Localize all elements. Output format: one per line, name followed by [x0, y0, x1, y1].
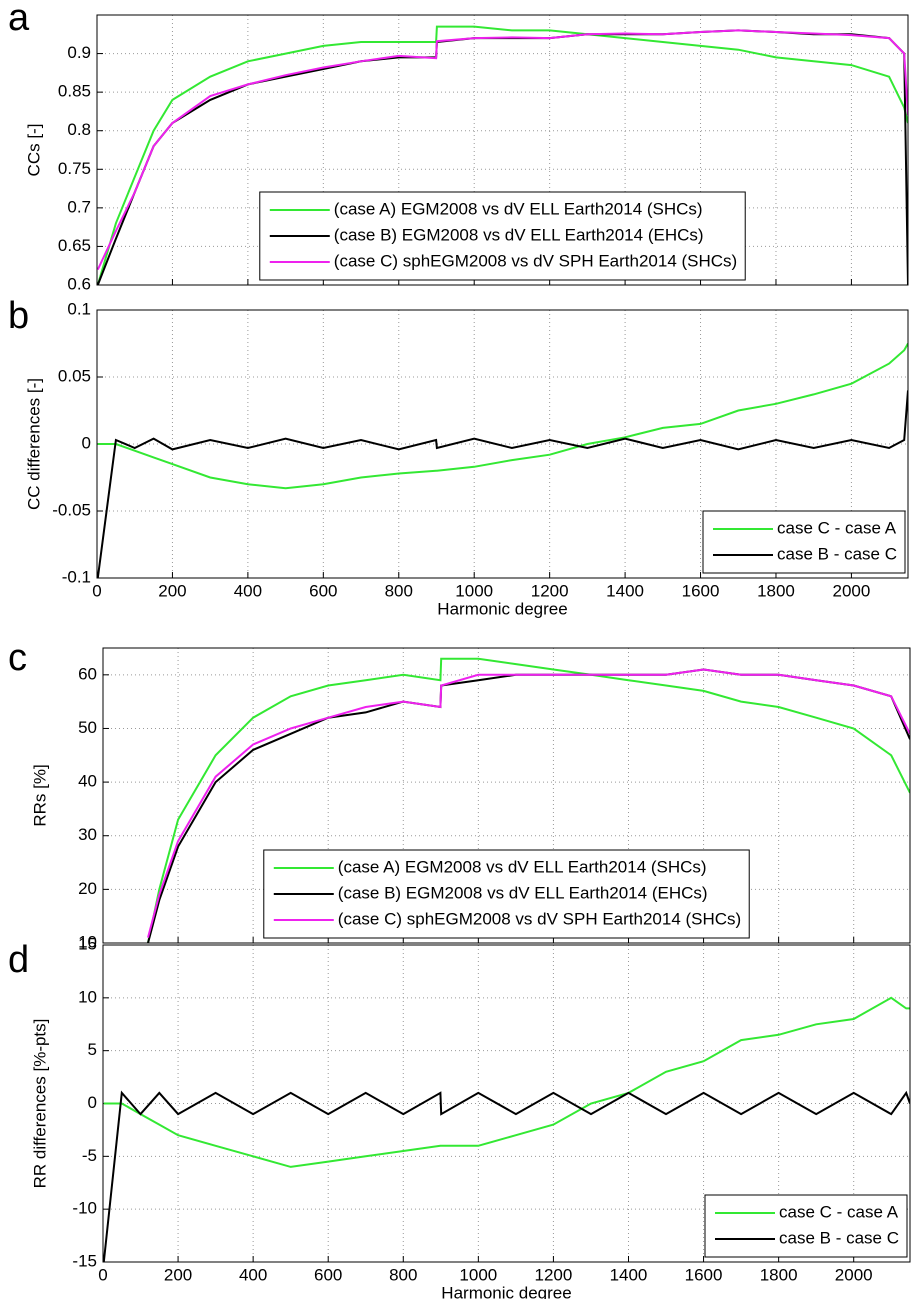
y-tick-label: 0: [88, 1093, 97, 1112]
series-line: [97, 390, 908, 578]
y-axis-label: RR differences [%-pts]: [30, 1019, 49, 1189]
x-tick-label: 1400: [606, 581, 644, 600]
plot-frame: [96, 14, 909, 286]
x-tick-label: 2000: [833, 581, 871, 600]
panel-label: b: [8, 295, 29, 337]
y-tick-label: 0.75: [58, 159, 91, 178]
series-line: [97, 29, 908, 271]
y-tick-label: 0.8: [67, 120, 91, 139]
x-axis-label: Harmonic degree: [437, 599, 567, 618]
panel-label: a: [8, 0, 30, 39]
series-line: [103, 1090, 910, 1262]
x-tick-label: 1200: [531, 581, 569, 600]
legend-label: (case A) EGM2008 vs dV ELL Earth2014 (SH…: [338, 857, 707, 876]
legend-box: [259, 191, 746, 281]
y-tick-label: 0.05: [58, 366, 91, 385]
y-tick-label: -5: [82, 1146, 97, 1165]
x-tick-label: 1000: [459, 1265, 497, 1284]
y-tick-label: 15: [78, 934, 97, 953]
y-axis-label: RRs [%]: [30, 764, 49, 826]
plot-frame: [96, 309, 909, 579]
y-tick-label: 0.6: [67, 274, 91, 293]
x-tick-label: 800: [389, 1265, 417, 1284]
y-tick-label: 0.85: [58, 82, 91, 101]
plot-frame: [102, 647, 911, 944]
y-tick-label: 0: [82, 433, 91, 452]
y-tick-label: 10: [78, 932, 97, 951]
panel-label: d: [8, 939, 29, 981]
legend-label: (case A) EGM2008 vs dV ELL Earth2014 (SH…: [334, 199, 703, 218]
plot-frame: [102, 944, 911, 1263]
legend-box: [702, 510, 906, 574]
x-tick-label: 1000: [455, 581, 493, 600]
y-tick-label: 0.65: [58, 236, 91, 255]
x-tick-label: 600: [309, 581, 337, 600]
x-tick-label: 1600: [685, 1265, 723, 1284]
legend-label: (case B) EGM2008 vs dV ELL Earth2014 (EH…: [338, 883, 708, 902]
legend: case C - case A case B - case C: [704, 1194, 908, 1258]
legend-label: (case B) EGM2008 vs dV ELL Earth2014 (EH…: [334, 225, 704, 244]
y-tick-label: 0.7: [67, 197, 91, 216]
legend-label: case B - case C: [777, 544, 897, 563]
y-tick-label: 0.9: [67, 43, 91, 62]
x-tick-label: 0: [92, 581, 101, 600]
y-tick-label: 30: [78, 825, 97, 844]
x-tick-label: 200: [158, 581, 186, 600]
x-tick-label: 2000: [835, 1265, 873, 1284]
y-tick-label: 5: [88, 1040, 97, 1059]
y-tick-label: -10: [72, 1199, 97, 1218]
legend-box: [263, 849, 750, 939]
x-tick-label: 1800: [757, 581, 795, 600]
legend-label: (case C) sphEGM2008 vs dV SPH Earth2014 …: [338, 909, 741, 928]
x-tick-label: 1600: [682, 581, 720, 600]
x-tick-label: 1800: [760, 1265, 798, 1284]
x-tick-label: 1200: [535, 1265, 573, 1284]
y-tick-label: 40: [78, 772, 97, 791]
y-tick-label: 50: [78, 718, 97, 737]
y-tick-label: -15: [72, 1251, 97, 1270]
series-line: [97, 343, 908, 490]
x-tick-label: 200: [164, 1265, 192, 1284]
y-tick-label: 10: [78, 987, 97, 1006]
y-tick-label: -0.05: [52, 500, 91, 519]
legend-label: case C - case A: [777, 518, 897, 537]
x-tick-label: 800: [385, 581, 413, 600]
series-line: [97, 25, 908, 285]
y-tick-label: 20: [78, 879, 97, 898]
legend-box: [704, 1194, 908, 1258]
series-line: [147, 668, 910, 938]
y-tick-label: 60: [78, 664, 97, 683]
series-line: [103, 996, 910, 1168]
legend: (case A) EGM2008 vs dV ELL Earth2014 (SH…: [263, 849, 750, 939]
x-tick-label: 400: [234, 581, 262, 600]
x-tick-label: 0: [98, 1265, 107, 1284]
y-axis-label: CC differences [-]: [24, 378, 43, 510]
legend-label: case C - case A: [779, 1202, 899, 1221]
y-axis-label: CCs [-]: [24, 124, 43, 177]
legend-label: case B - case C: [779, 1228, 899, 1247]
legend: case C - case A case B - case C: [702, 510, 906, 574]
y-tick-label: 0.1: [67, 299, 91, 318]
x-tick-label: 600: [314, 1265, 342, 1284]
x-axis-label: Harmonic degree: [441, 1283, 571, 1299]
panel-label: c: [8, 637, 27, 679]
x-tick-label: 400: [239, 1265, 267, 1284]
legend: (case A) EGM2008 vs dV ELL Earth2014 (SH…: [259, 191, 746, 281]
series-line: [147, 657, 910, 943]
legend-label: (case C) sphEGM2008 vs dV SPH Earth2014 …: [334, 251, 737, 270]
x-tick-label: 1400: [610, 1265, 648, 1284]
y-tick-label: -0.1: [62, 567, 91, 586]
